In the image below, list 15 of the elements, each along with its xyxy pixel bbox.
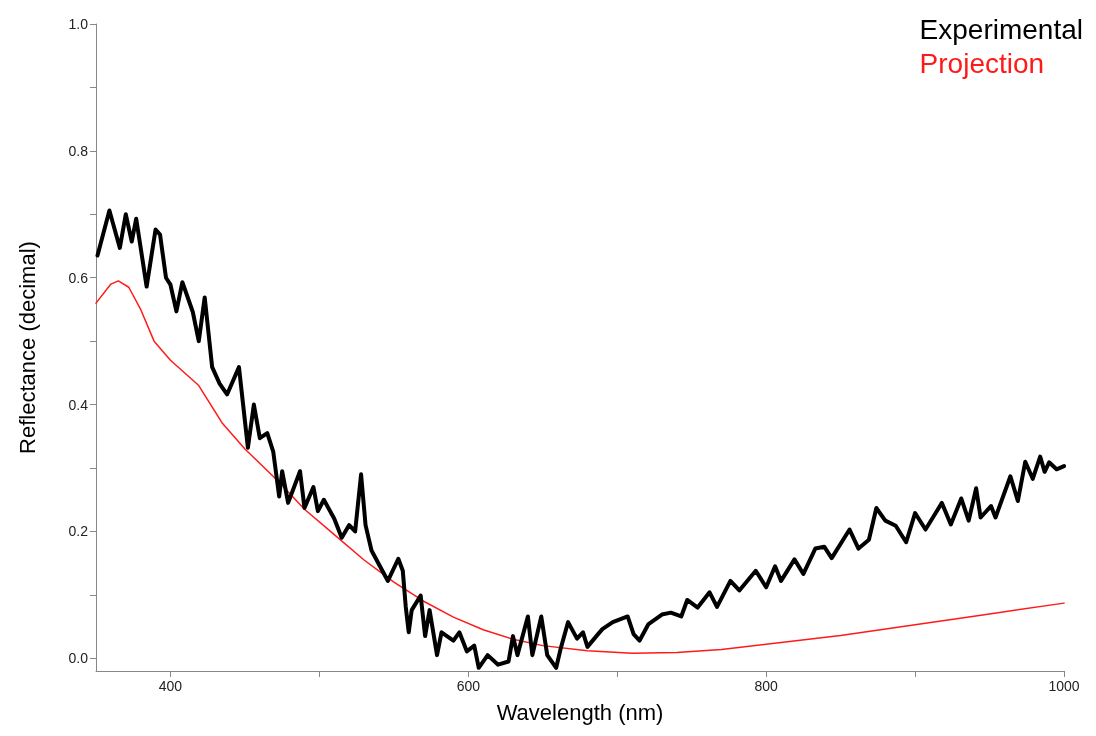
y-tick-label: 0.6	[68, 269, 89, 286]
y-tick-label: 1.0	[68, 16, 89, 32]
y-tick-label: 0.0	[68, 650, 89, 667]
line-series	[95, 280, 1065, 654]
y-tick-label: 0.8	[68, 142, 89, 159]
x-tick-label: 600	[456, 678, 481, 694]
x-axis-title: Wavelength (nm)	[496, 699, 664, 725]
text: Experimental	[919, 13, 1083, 45]
text: Projection	[919, 47, 1045, 79]
x-tick-label: 800	[754, 678, 779, 694]
x-tick-label: 1000	[1048, 678, 1080, 694]
y-axis-title: Reflectance (decimal)	[14, 241, 40, 454]
x-tick-label: 400	[158, 678, 183, 694]
y-tick-label: 0.4	[68, 396, 89, 413]
y-tick-label: 0.2	[68, 523, 89, 540]
